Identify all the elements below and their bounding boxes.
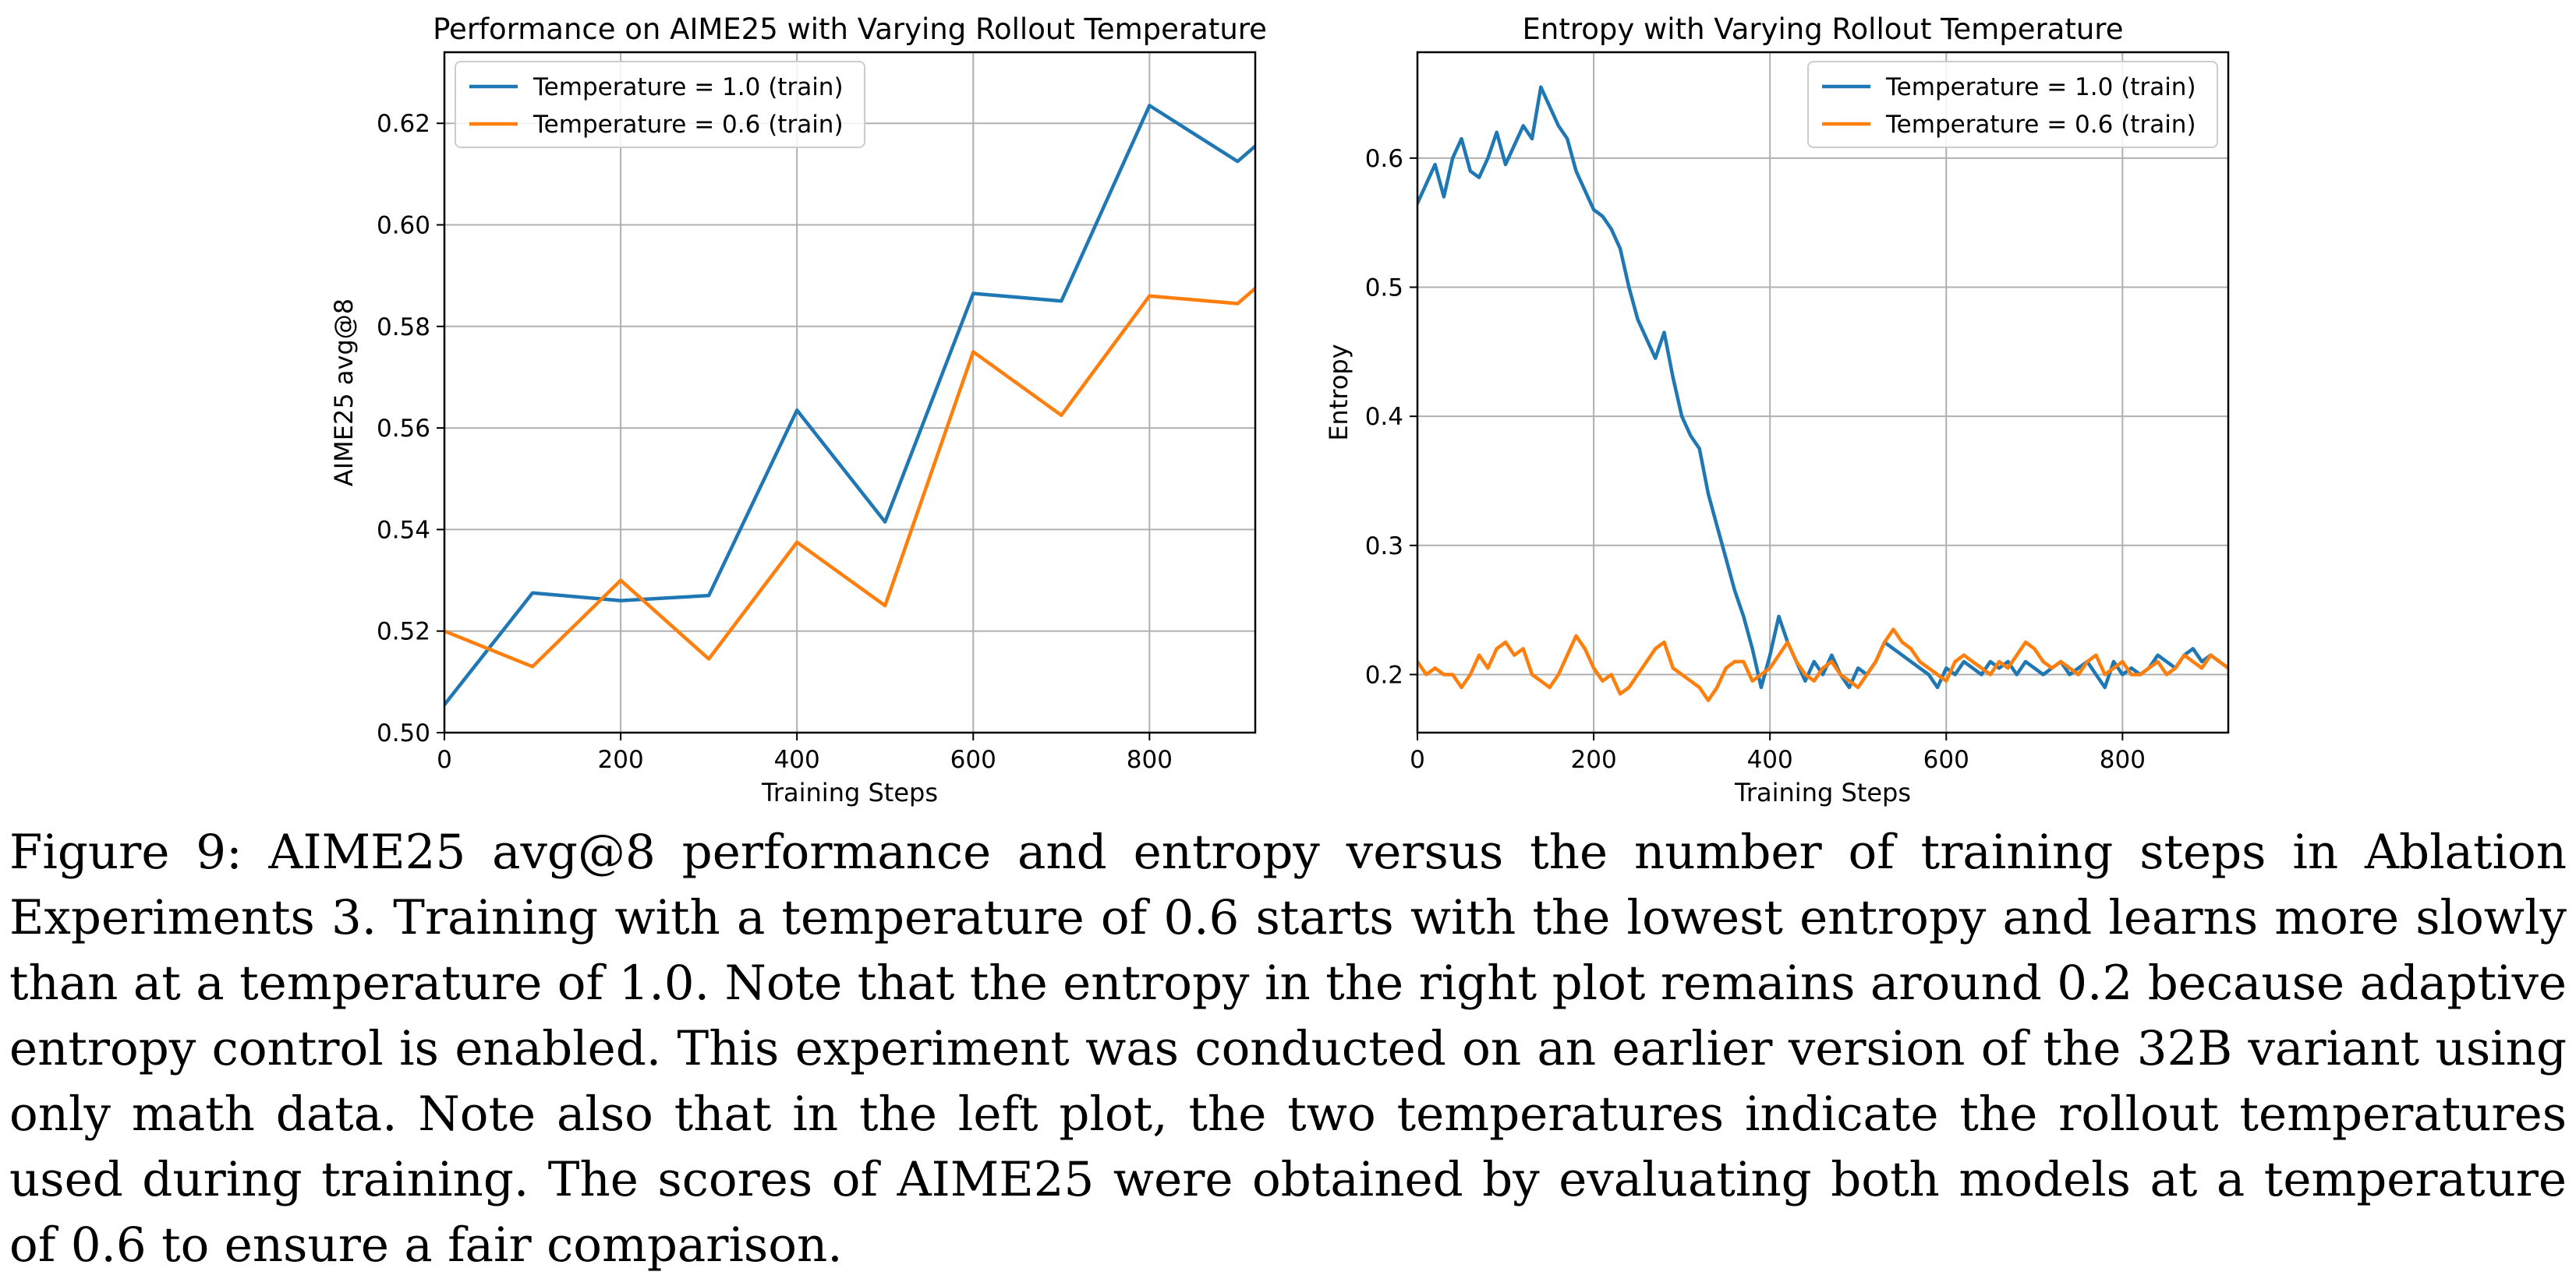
series-line-1 (1417, 85, 2228, 690)
y-tick-label: 0.54 (377, 516, 430, 544)
plot-frame (443, 51, 1257, 734)
legend-label: Temperature = 1.0 (train) (533, 73, 844, 101)
legend: Temperature = 1.0 (train) Temperature = 0… (455, 61, 865, 148)
y-tick-label: 0.2 (1365, 661, 1403, 689)
x-tick-label: 600 (1923, 746, 1969, 774)
series-group (1417, 85, 2228, 702)
plot-area (1417, 52, 2228, 733)
x-tick-label: 400 (1747, 746, 1793, 774)
x-tick-label: 600 (950, 746, 996, 774)
y-tick-label: 0.58 (377, 313, 430, 341)
x-tick-label: 800 (2100, 746, 2146, 774)
x-tick-label: 200 (1571, 746, 1617, 774)
legend: Temperature = 1.0 (train) Temperature = 0… (1807, 61, 2218, 148)
chart-title: Entropy with Varying Rollout Temperature (1523, 12, 2124, 46)
y-tick-label: 0.62 (377, 110, 430, 138)
figure-charts: 0 200 400 600 8000.500.520.540.560.580.600.6… (329, 12, 2230, 807)
chart-title: Performance on AIME25 with Varying Rollo… (433, 12, 1267, 46)
y-tick-label: 0.60 (377, 212, 430, 240)
chart-1: 0 200 400 600 800 0.50 0.52 0.54 0.56 0.58 0.60 0.6… (329, 12, 1267, 807)
series-line-1 (444, 104, 1255, 707)
legend-box (1807, 61, 2218, 148)
y-tick-label: 0.4 (1365, 403, 1403, 431)
plot-frame (1416, 51, 2230, 734)
x-tick-label: 200 (598, 746, 644, 774)
x-tick-label: 400 (774, 746, 820, 774)
x-tick-label: 800 (1127, 746, 1173, 774)
series-group (444, 104, 1255, 707)
chart-2: 0 200 400 600 800 0.2 0.3 0.4 0.5 0.6 Entropy with… (1324, 12, 2230, 807)
figure-caption: Figure 9: AIME25 avg@8 performance and e… (9, 825, 2567, 1273)
x-axis-label: Training Steps (761, 778, 938, 807)
series-line-2 (444, 286, 1255, 669)
y-tick-label: 0.6 (1365, 145, 1403, 173)
y-tick-label: 0.5 (1365, 274, 1403, 302)
x-tick-label: 0 (1410, 746, 1425, 774)
series-line-2 (1417, 627, 2228, 702)
legend-label: Temperature = 1.0 (train) (1885, 73, 2196, 101)
y-tick-label: 0.56 (377, 415, 430, 443)
y-axis-label: AIME25 avg@8 (329, 299, 359, 486)
legend-label: Temperature = 0.6 (train) (533, 111, 844, 139)
y-tick-label: 0.3 (1365, 532, 1403, 560)
x-axis-label: Training Steps (1734, 778, 1911, 807)
x-tick-label: 0 (437, 746, 452, 774)
y-tick-label: 0.50 (377, 719, 430, 747)
y-axis-label: Entropy (1324, 344, 1353, 440)
y-tick-label: 0.52 (377, 618, 430, 646)
legend-label: Temperature = 0.6 (train) (1885, 111, 2196, 139)
legend-box (455, 61, 865, 148)
